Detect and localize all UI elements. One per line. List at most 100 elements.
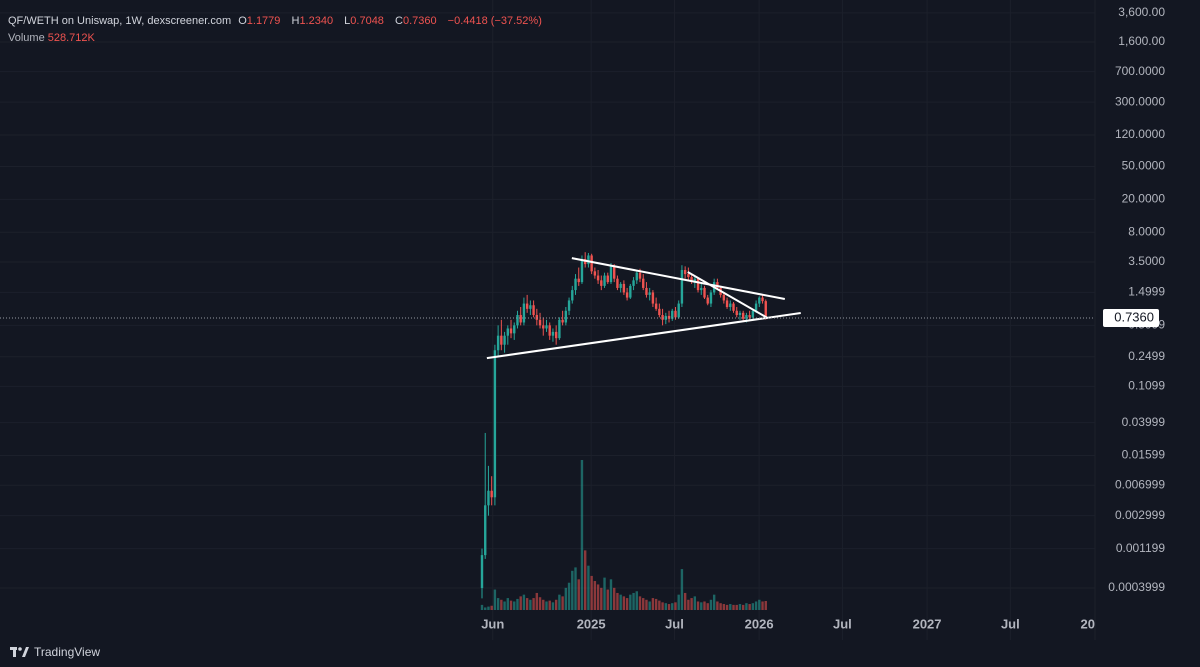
candle-body bbox=[645, 287, 648, 295]
x-tick-label: Jun bbox=[481, 616, 504, 631]
volume-bar bbox=[574, 567, 577, 610]
volume-bar bbox=[658, 600, 661, 610]
volume-bar bbox=[706, 603, 709, 610]
candle-body bbox=[538, 319, 542, 326]
y-tick-label: 8.0000 bbox=[1128, 224, 1165, 238]
candle-body bbox=[642, 278, 645, 288]
volume-bar bbox=[493, 589, 497, 610]
price-axis: 3,600.00 1,600.00 700.0000 300.0000 120.0000… bbox=[1103, 5, 1165, 594]
volume-bar bbox=[751, 603, 755, 610]
volume-bar bbox=[545, 601, 548, 610]
candle-body bbox=[580, 259, 584, 283]
candle-body bbox=[587, 255, 590, 265]
change: −0.4418 (−37.52%) bbox=[447, 15, 542, 27]
candle-body bbox=[525, 303, 529, 309]
volume-bar bbox=[487, 606, 490, 610]
volume-bar bbox=[606, 589, 609, 610]
candle-body bbox=[677, 303, 680, 318]
candle-body bbox=[741, 312, 745, 319]
volume-bar bbox=[484, 607, 487, 610]
ohlc-label: H bbox=[291, 15, 300, 27]
candle-body bbox=[571, 290, 574, 301]
volume-bar bbox=[609, 579, 613, 610]
candle-body bbox=[487, 490, 490, 506]
volume-bar bbox=[596, 584, 600, 610]
volume-bar bbox=[754, 601, 758, 610]
volume-bar bbox=[654, 598, 658, 610]
volume-bar bbox=[671, 603, 674, 610]
candle-body bbox=[542, 325, 545, 329]
candle-body bbox=[667, 315, 671, 319]
x-tick-label: 2026 bbox=[745, 616, 774, 631]
y-tick-label: 1.4999 bbox=[1128, 285, 1165, 299]
candle-body bbox=[503, 335, 506, 345]
x-tick-label: 2028 bbox=[1081, 616, 1110, 631]
volume-bar bbox=[551, 602, 555, 610]
candle-body bbox=[680, 270, 684, 304]
volume-bar bbox=[693, 596, 697, 610]
candle-body bbox=[648, 292, 651, 295]
y-tick-label: 0.01599 bbox=[1122, 448, 1166, 462]
candle-body bbox=[722, 294, 726, 301]
candle-body bbox=[609, 266, 613, 283]
ohlc-close: C0.7360 bbox=[395, 15, 441, 27]
candle-body bbox=[690, 277, 693, 283]
volume-bar bbox=[719, 603, 722, 610]
volume-pane bbox=[480, 460, 767, 610]
candle-body bbox=[754, 303, 758, 311]
candle-body bbox=[693, 278, 697, 283]
volume-bar bbox=[600, 587, 603, 610]
volume-bar bbox=[729, 604, 732, 610]
volume-bar bbox=[490, 605, 493, 610]
volume-bar bbox=[645, 599, 648, 610]
candle-body bbox=[674, 310, 677, 318]
candle-body bbox=[532, 305, 535, 316]
volume-bar bbox=[741, 604, 745, 610]
volume-bar bbox=[722, 604, 726, 610]
volume-bar bbox=[674, 602, 677, 610]
candle-body bbox=[535, 315, 539, 320]
volume-bar bbox=[529, 599, 532, 610]
candle-body bbox=[616, 278, 619, 288]
candle-body bbox=[751, 310, 755, 318]
candle-body bbox=[519, 315, 522, 323]
candle-body bbox=[613, 266, 616, 279]
ohlc-value: 0.7360 bbox=[402, 15, 437, 27]
volume-bar bbox=[700, 602, 703, 610]
candle-body bbox=[577, 278, 580, 283]
volume-bar bbox=[564, 587, 568, 610]
candle-body bbox=[687, 274, 690, 278]
trendline bbox=[571, 257, 785, 300]
y-tick-label: 0.03999 bbox=[1122, 415, 1166, 429]
candle-body bbox=[632, 280, 635, 286]
candles bbox=[480, 252, 767, 599]
y-tick-label: 3.5000 bbox=[1128, 254, 1165, 268]
ohlc-value: 1.2340 bbox=[299, 15, 334, 27]
volume-bar bbox=[519, 596, 522, 610]
volume-bar bbox=[629, 594, 632, 610]
volume-bar bbox=[496, 598, 500, 610]
volume-bar bbox=[580, 460, 584, 610]
candle-body bbox=[735, 310, 738, 316]
volume-bar bbox=[732, 604, 735, 610]
volume-bar bbox=[535, 592, 539, 610]
drawings bbox=[0, 257, 1095, 360]
y-tick-label: 0.002999 bbox=[1115, 508, 1165, 522]
candle-body bbox=[551, 331, 555, 336]
brand: TradingView bbox=[34, 645, 101, 659]
candle-body bbox=[484, 505, 487, 556]
x-tick-label: Jul bbox=[665, 616, 684, 631]
volume-bar bbox=[677, 594, 680, 610]
candle-body bbox=[522, 303, 526, 323]
y-tick-label: 0.1099 bbox=[1128, 378, 1165, 392]
volume-bar bbox=[703, 601, 706, 610]
volume-bar bbox=[638, 596, 642, 610]
volume-bar bbox=[632, 592, 635, 610]
candle-body bbox=[745, 315, 748, 319]
y-tick-label: 3,600.00 bbox=[1118, 5, 1165, 19]
candle-body bbox=[671, 310, 674, 319]
time-axis: Jun 2025 Jul 2026 Jul 2027 Jul 2028 bbox=[481, 616, 1110, 631]
volume-value: 528.712K bbox=[47, 32, 95, 44]
candle-body bbox=[651, 292, 655, 304]
